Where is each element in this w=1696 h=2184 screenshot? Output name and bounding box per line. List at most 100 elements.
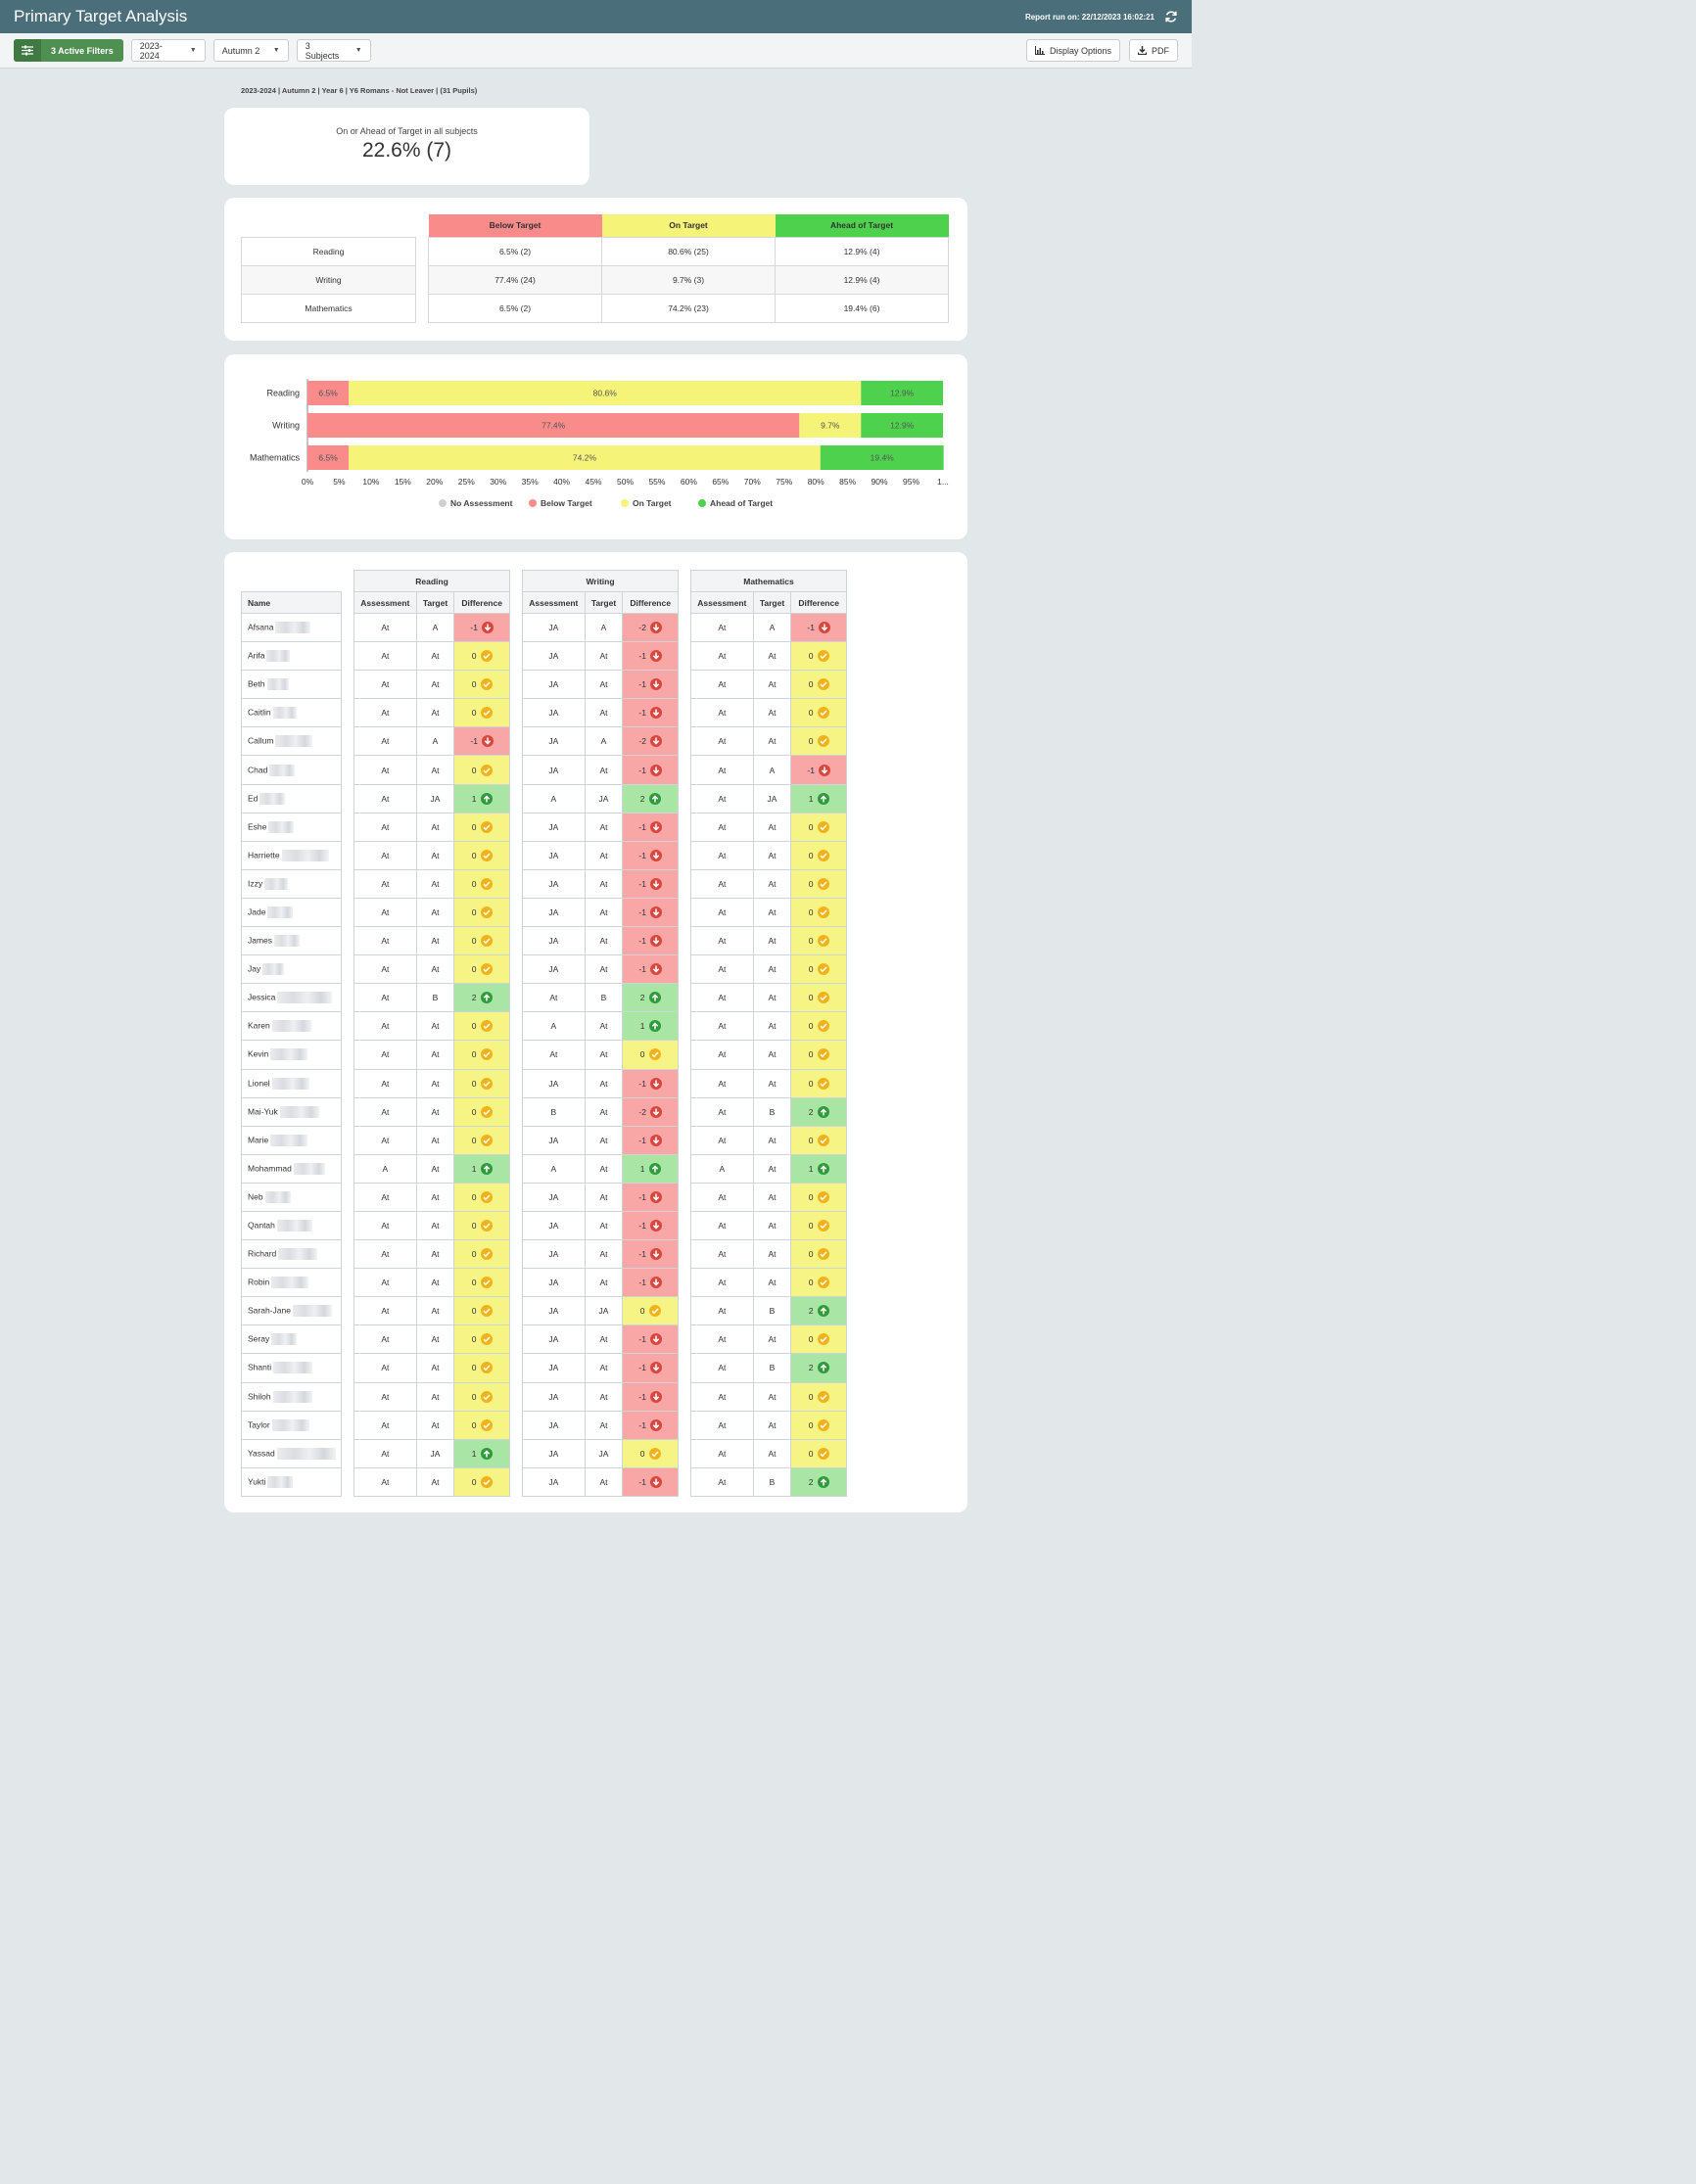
bar-segment[interactable] (349, 445, 821, 470)
difference-wrap: 0 (472, 1020, 493, 1033)
column-header: Difference (622, 591, 679, 614)
bar-segment[interactable] (307, 445, 350, 470)
column-header: Assessment (690, 591, 754, 614)
difference-cell: 0 (453, 954, 510, 985)
table-row: Shanti (241, 1353, 342, 1383)
difference-value: 0 (808, 1278, 814, 1288)
pupil-name-cell[interactable]: Jay (241, 954, 342, 985)
pupil-name-cell[interactable]: Eshe (241, 812, 342, 842)
pupil-name-cell[interactable]: Qantah (241, 1210, 342, 1241)
pupil-name-cell[interactable]: Taylor (241, 1410, 342, 1440)
redacted-surname (271, 1418, 309, 1431)
legend-label[interactable]: Ahead of Target (710, 498, 773, 508)
assessment-cell: At (690, 812, 754, 842)
pupil-name-cell[interactable]: Shanti (241, 1353, 342, 1383)
difference-wrap: -1 (638, 935, 662, 948)
pupil-name-cell[interactable]: James (241, 926, 342, 956)
legend-label[interactable]: No Assessment (450, 498, 513, 508)
difference-value: 0 (808, 1221, 814, 1231)
pupil-name-cell[interactable]: Shiloh (241, 1381, 342, 1412)
difference-value: 0 (471, 1221, 477, 1231)
difference-wrap: 0 (809, 820, 829, 833)
difference-wrap: 0 (472, 963, 493, 976)
pupil-name-cell[interactable]: Mohammad (241, 1153, 342, 1184)
pupil-name-cell[interactable]: Lionel (241, 1068, 342, 1098)
pdf-button[interactable]: PDF (1129, 39, 1178, 62)
pupil-name-cell[interactable]: Caitlin (241, 698, 342, 728)
pupil-name-cell[interactable]: Robin (241, 1268, 342, 1298)
refresh-icon[interactable] (1164, 10, 1178, 23)
bar-segment[interactable] (799, 413, 862, 438)
target-cell: At (415, 1324, 455, 1355)
difference-cell: 0 (453, 1011, 510, 1042)
pupil-name-cell[interactable]: Neb (241, 1182, 342, 1212)
pupil-name: Jessica (248, 992, 276, 1002)
pupil-name-cell[interactable]: Kevin (241, 1040, 342, 1070)
assessment-cell: At (353, 1438, 417, 1468)
pupil-name-cell[interactable]: Marie (241, 1125, 342, 1155)
difference-wrap: -1 (638, 849, 662, 861)
assessment-cell: JA (522, 1353, 586, 1383)
target-cell: JA (415, 1438, 455, 1468)
check-circle-icon (480, 1190, 493, 1203)
active-filters-button[interactable]: 3 Active Filters (14, 39, 123, 62)
term-dropdown[interactable]: Autumn 2 ▼ (212, 39, 289, 62)
assessment-cell: At (690, 755, 754, 785)
difference-wrap: -1 (807, 764, 830, 776)
display-options-button[interactable]: Display Options (1025, 39, 1120, 62)
table-row: Kevin (241, 1040, 342, 1070)
assessment-cell: JA (522, 897, 586, 928)
subject-table-writing: Writing Assessment Target Difference JA A -2 JA… (522, 570, 679, 1497)
bar-segment[interactable] (820, 445, 944, 470)
pupil-name-cell[interactable]: Beth (241, 670, 342, 700)
assessment-cell: At (690, 1466, 754, 1497)
subject-table-reading: Reading Assessment Target Difference At A -1 At… (353, 570, 510, 1497)
difference-wrap: -1 (638, 707, 662, 720)
pupil-name-cell[interactable]: Karen (241, 1011, 342, 1042)
pupil-name-cell[interactable]: Afsana (241, 612, 342, 643)
year-dropdown[interactable]: 2023-2024 ▼ (130, 39, 206, 62)
pupil-name-cell[interactable]: Jessica (241, 983, 342, 1013)
pupil-name-cell[interactable]: Arifa (241, 641, 342, 672)
difference-wrap: 1 (640, 1020, 661, 1033)
difference-value: -2 (638, 1106, 646, 1117)
pupil-name-cell[interactable]: Jade (241, 897, 342, 928)
pupil-name-cell[interactable]: Richard (241, 1239, 342, 1270)
legend-label[interactable]: Below Target (541, 498, 592, 508)
assessment-cell: At (690, 1096, 754, 1127)
pupil-name-cell[interactable]: Harriette (241, 840, 342, 870)
table-row: At At 0 (690, 698, 847, 728)
target-cell: At (415, 1296, 455, 1326)
pupil-name: Caitlin (248, 707, 271, 718)
legend-label[interactable]: On Target (633, 498, 672, 508)
arrow-down-circle-icon (649, 906, 662, 918)
bar-segment[interactable] (307, 381, 350, 405)
difference-wrap: 2 (809, 1475, 829, 1488)
difference-value: -1 (807, 765, 815, 775)
pupil-name-cell[interactable]: Yassad (241, 1438, 342, 1468)
target-cell: At (415, 1381, 455, 1412)
difference-cell: -1 (622, 954, 679, 985)
column-header-row: Assessment Target Difference (522, 591, 679, 614)
difference-value: 0 (471, 1078, 477, 1089)
pupil-name-cell[interactable]: Chad (241, 755, 342, 785)
bar-segment[interactable] (307, 413, 800, 438)
assessment-cell: JA (522, 1125, 586, 1155)
pupil-name-cell[interactable]: Callum (241, 726, 342, 757)
bar-segment[interactable] (861, 413, 943, 438)
difference-cell: -2 (622, 612, 679, 643)
assessment-cell: At (690, 1324, 754, 1355)
pupil-name-cell[interactable]: Ed (241, 783, 342, 813)
pupil-name-cell[interactable]: Mai-Yuk (241, 1096, 342, 1127)
pupil-name-cell[interactable]: Izzy (241, 868, 342, 899)
assessment-cell: At (690, 783, 754, 813)
redacted-surname (279, 1105, 319, 1118)
pupil-name-cell[interactable]: Seray (241, 1324, 342, 1355)
pupil-name-cell[interactable]: Yukti (241, 1466, 342, 1497)
pupil-name-cell[interactable]: Sarah-Jane (241, 1296, 342, 1326)
subjects-dropdown[interactable]: 3 Subjects ▼ (296, 39, 371, 62)
summary-ahead-cell: 12.9% (4) (775, 236, 949, 266)
bar-segment[interactable] (861, 381, 943, 405)
summary-row: Reading 6.5% (2) 80.6% (25) 12.9% (4) (241, 236, 949, 266)
bar-segment[interactable] (349, 381, 862, 405)
